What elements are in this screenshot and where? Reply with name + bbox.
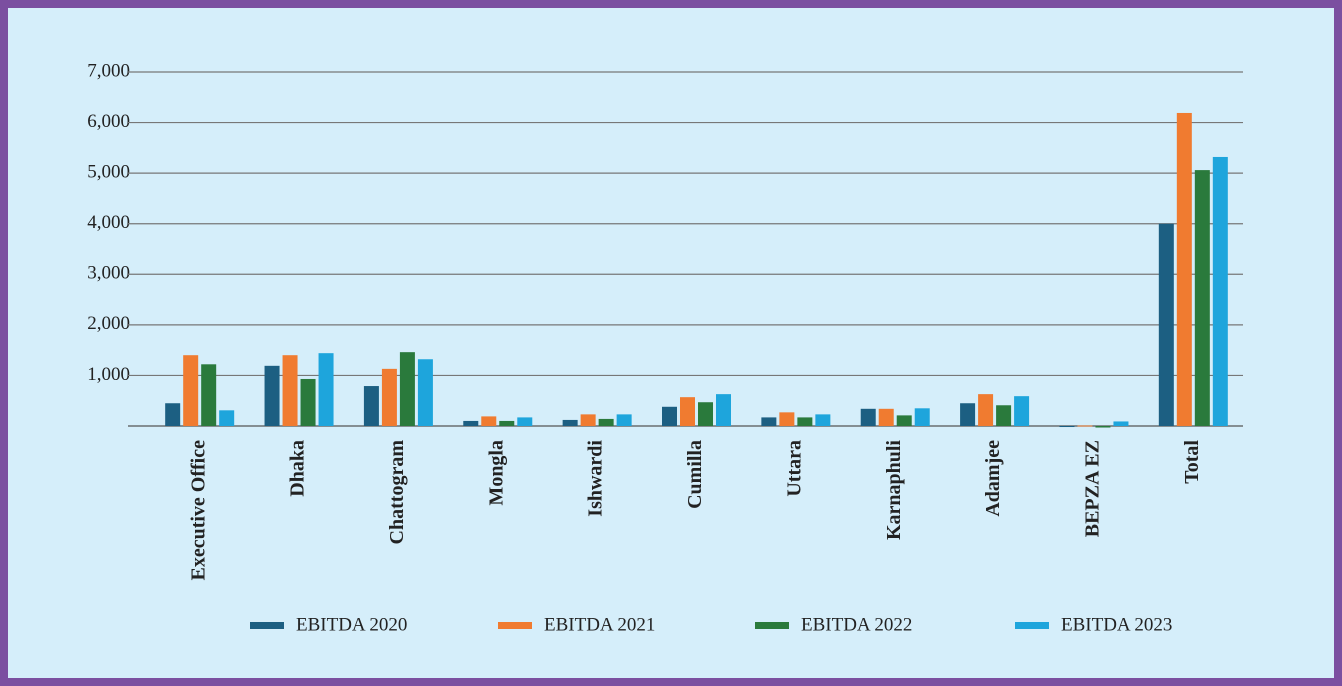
y-tick-label: 3,000 [87,263,130,284]
y-tick-label: 4,000 [87,212,130,233]
bar [960,403,976,426]
bar [282,355,298,426]
bar [698,402,713,426]
bar [517,417,533,426]
bar [797,417,813,426]
bar [562,419,578,426]
bar [580,414,596,426]
bar [499,420,515,426]
bar [662,406,677,426]
x-tick-label: BEPZA EZ [1082,440,1104,537]
bar [300,378,316,426]
bar [381,368,397,426]
y-tick-label: 5,000 [87,162,130,183]
bar [481,416,497,426]
bar [598,418,614,426]
x-tick-label: Total [1181,440,1203,484]
bar [815,414,831,426]
bar [201,364,217,426]
x-tick-label: Ishwardi [585,440,607,517]
legend-swatch [1015,622,1049,629]
x-tick-label: Cumilla [684,440,706,509]
bar [860,408,876,426]
bar [616,414,632,426]
legend-swatch [250,622,284,629]
legend-label: EBITDA 2023 [1061,614,1172,635]
bar [1113,421,1129,426]
x-tick-label: Uttara [783,440,805,497]
bar [1077,425,1093,427]
bar [1158,223,1174,426]
x-tick-label: Adamjee [982,440,1004,517]
bar [878,408,894,426]
bar [1212,156,1228,426]
y-tick-label: 1,000 [87,364,130,385]
y-tick-label: 7,000 [87,60,130,81]
bar [761,417,777,426]
y-tick-label: 2,000 [87,313,130,334]
x-tick-label: Chattogram [386,440,408,545]
bar [978,394,994,426]
bar [165,403,181,426]
legend-swatch [498,622,532,629]
legend-label: EBITDA 2020 [296,614,407,635]
bar [183,355,199,426]
legend-label: EBITDA 2022 [801,614,912,635]
y-tick-label: 6,000 [87,111,130,132]
x-tick-label: Executive Office [187,440,209,581]
bar [318,353,334,426]
bar [219,410,235,426]
bar [417,359,433,426]
bar [716,394,731,426]
legend-label: EBITDA 2021 [544,614,655,635]
x-tick-label: Dhaka [287,440,309,497]
bar [996,405,1012,426]
bar [1014,396,1030,426]
bar [463,420,479,426]
x-tick-label: Karnaphuli [883,440,905,540]
bar [1095,426,1111,428]
bar [779,412,795,426]
x-tick-label: Mongla [485,440,507,506]
bar [264,365,280,426]
legend-swatch [755,622,789,629]
bar [896,415,912,426]
bar [680,397,695,426]
bar [1059,426,1075,428]
bar [399,352,415,426]
bar [1176,112,1192,426]
bar [1194,170,1210,426]
bar [363,386,379,426]
bar [914,408,930,426]
